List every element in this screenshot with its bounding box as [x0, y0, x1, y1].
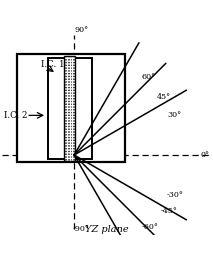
Text: -45°: -45°: [161, 207, 178, 215]
Text: -60°: -60°: [142, 223, 159, 231]
Text: I.C. 1: I.C. 1: [41, 60, 64, 69]
Bar: [64, 56, 75, 161]
Text: YZ plane: YZ plane: [85, 225, 128, 234]
Text: -90°: -90°: [73, 225, 90, 233]
Text: -30°: -30°: [167, 191, 184, 199]
Bar: [48, 58, 92, 159]
Text: 0°: 0°: [200, 151, 209, 159]
Bar: [17, 54, 125, 162]
Text: 30°: 30°: [167, 111, 181, 119]
Text: I.C. 2: I.C. 2: [4, 111, 28, 120]
Text: 45°: 45°: [157, 92, 171, 101]
Text: 60°: 60°: [142, 73, 156, 81]
Text: 90°: 90°: [74, 26, 89, 34]
